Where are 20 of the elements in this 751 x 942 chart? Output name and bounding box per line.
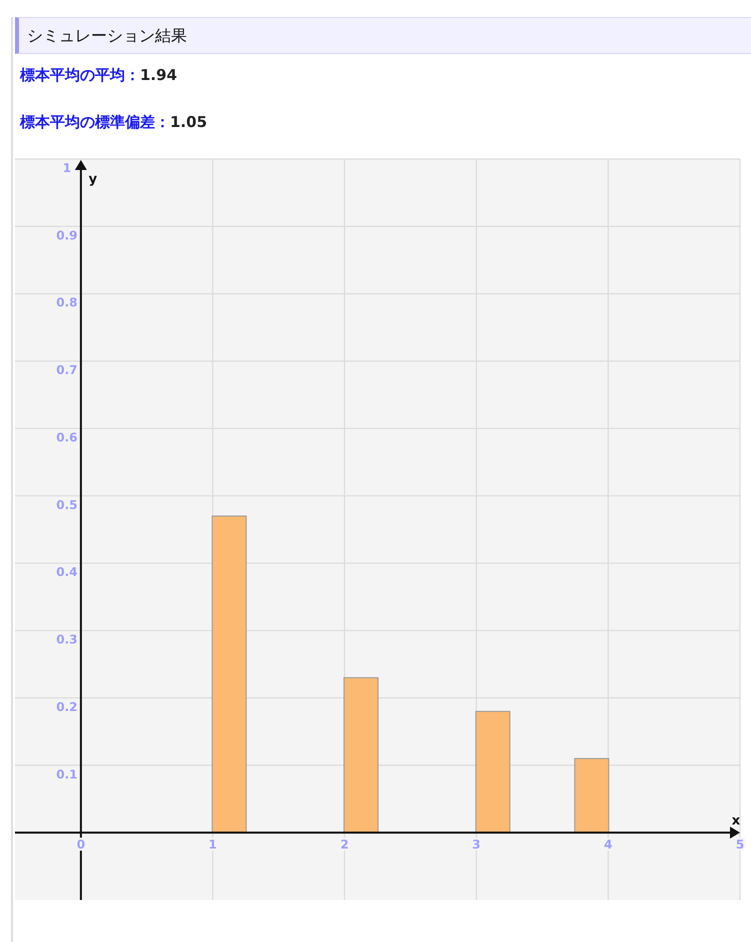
y-tick-label: 0.5 (56, 498, 78, 512)
x-tick-label: 4 (604, 838, 612, 852)
x-tick-label: 1 (208, 838, 217, 852)
y-tick-label: 0.1 (56, 767, 78, 782)
text: 標本平均の平均：1.94 (20, 66, 178, 84)
y-tick-label: 0.7 (56, 363, 78, 378)
chart-title: シミュレーション結果 (15, 17, 751, 54)
y-tick-label: 1 (62, 161, 72, 175)
y-tick-label: 0.6 (56, 430, 78, 444)
y-tick-label: 0.2 (56, 700, 78, 714)
text: 標本平均の標準偏差：1.05 (20, 113, 208, 131)
y-tick-label: 0.8 (56, 296, 78, 310)
x-tick-label: 2 (340, 838, 349, 852)
y-tick-label: 0.3 (56, 632, 78, 647)
x-tick-label: 5 (736, 838, 744, 852)
y-tick-label: 0.4 (56, 565, 78, 580)
y-tick-label: 0.9 (56, 228, 78, 242)
y-axis-title: y (88, 172, 98, 187)
x-axis-title: x (732, 814, 741, 829)
x-tick-label: 3 (472, 838, 481, 852)
